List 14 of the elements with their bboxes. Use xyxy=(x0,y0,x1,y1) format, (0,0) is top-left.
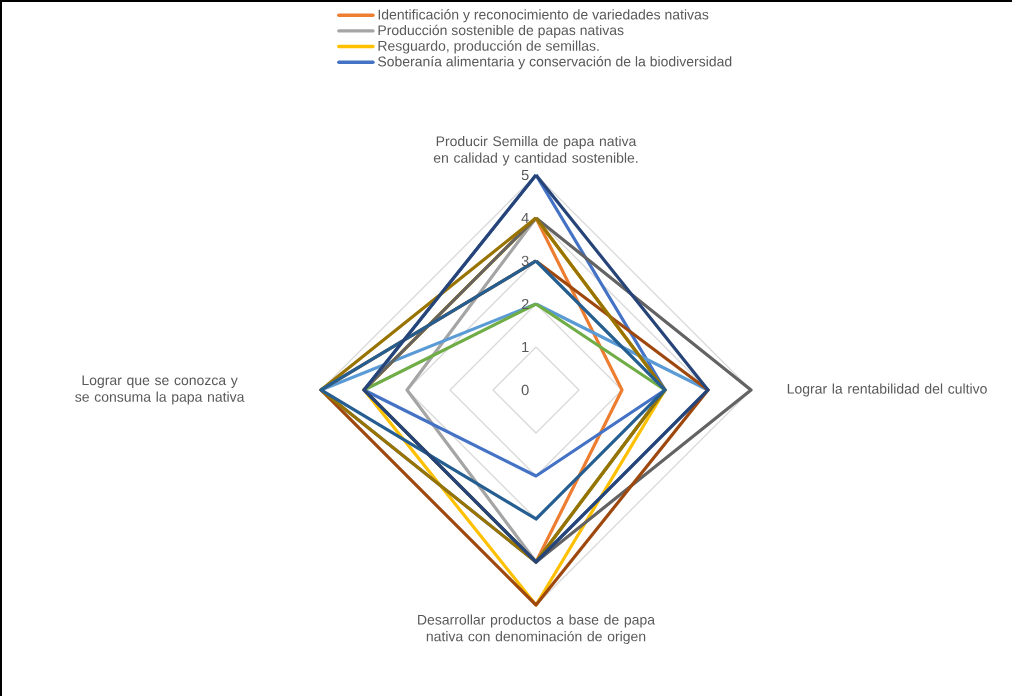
y-tick-label: 2 xyxy=(521,298,529,310)
legend-label: Soberanía alimentaria y conservación de la biodiversidad xyxy=(378,56,732,70)
spoke-label: Lograr que se conozca y se consuma la papa nativa xyxy=(75,375,245,405)
spoke-label: Desarrollar productos a base de papa nativa con denominación de origen xyxy=(418,614,656,645)
legend-label: Producción sostenible de papas nativas xyxy=(378,24,624,38)
y-tick-label: 1 xyxy=(522,341,529,353)
spoke-label: Producir Semilla de papa nativa en calidad y cantidad sostenible. xyxy=(433,135,638,166)
spoke-label: Lograr la rentabilidad del cultivo xyxy=(787,383,987,397)
y-tick-label: 5 xyxy=(521,169,529,181)
y-tick-label: 4 xyxy=(521,212,529,224)
y-tick-label: 0 xyxy=(521,384,529,396)
legend-label: Identificación y reconocimiento de variedades nativas xyxy=(378,9,709,23)
y-tick-label: 3 xyxy=(521,255,529,267)
legend-label: Resguardo, producción de semillas. xyxy=(378,40,599,54)
